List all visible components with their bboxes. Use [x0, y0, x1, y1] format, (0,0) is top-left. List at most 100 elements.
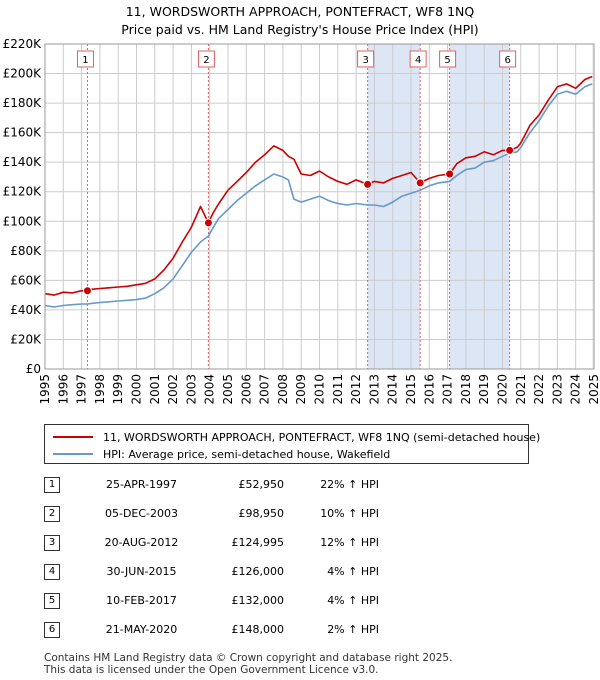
sale-date: 21-MAY-2020 [105, 623, 178, 636]
price-chart: 1 2 3 4 5 6 £0 £20K £40K £60K £80K £100K £120K £140K £… [3, 37, 600, 405]
footer-licence: This data is licensed under the Open Gov… [44, 664, 379, 676]
sale-hpi-diff: 12% ↑ HPI [320, 536, 379, 549]
x-tick-label: 2012 [349, 374, 363, 405]
legend-entry-hpi: HPI: Average price, semi-detached house,… [53, 445, 390, 463]
legend-swatch-hpi [53, 453, 93, 455]
x-tick-label: 1997 [75, 374, 89, 405]
sale-label-box [76, 50, 94, 68]
sale-number-cell: 1 [44, 470, 84, 499]
x-tick-label: 2025 [587, 374, 600, 405]
x-tick-label: 2006 [239, 374, 253, 405]
sale-price: £132,000 [231, 594, 285, 607]
title-line-1: 11, WORDSWORTH APPROACH, PONTEFRACT, WF8… [125, 4, 475, 19]
y-tick-label: £220K [3, 37, 43, 51]
sale-point [203, 218, 213, 228]
sale-label-box [197, 50, 215, 68]
y-tick-label: £0 [26, 362, 41, 376]
sale-point [363, 179, 373, 189]
x-tick-label: 1996 [56, 374, 70, 405]
x-tick-label: 2004 [203, 374, 217, 405]
legend-swatch-property [53, 436, 93, 438]
sale-date: 20-AUG-2012 [104, 536, 179, 549]
y-tick-label: £20K [10, 332, 42, 346]
y-tick-label: £80K [10, 244, 42, 258]
y-tick-label: £180K [3, 96, 43, 110]
sale-row: 2 05-DEC-2003 £98,950 10% ↑ HPI [44, 499, 379, 528]
shaded-span [449, 44, 510, 369]
y-tick-label: £120K [3, 185, 43, 199]
x-tick-label: 2023 [550, 374, 564, 405]
x-tick-label: 2016 [422, 374, 436, 405]
sale-number-cell: 6 [44, 615, 84, 644]
sale-price: £148,000 [231, 623, 285, 636]
sale-number-cell: 3 [44, 528, 84, 557]
sales-table: 1 25-APR-1997 £52,950 22% ↑ HPI 2 05-DEC-2003… [44, 470, 379, 644]
sale-label-number: 2 [203, 55, 209, 66]
x-tick-label: 2008 [276, 374, 290, 405]
sale-number-badge: 1 [44, 476, 60, 493]
sale-label-number: 6 [504, 55, 510, 66]
sale-number-cell: 2 [44, 499, 84, 528]
y-tick-label: £40K [10, 303, 42, 317]
sale-row: 3 20-AUG-2012 £124,995 12% ↑ HPI [44, 528, 379, 557]
x-tick-label: 2013 [367, 374, 381, 405]
x-tick-label: 2018 [459, 374, 473, 405]
sale-price: £126,000 [231, 565, 285, 578]
sale-date: 10-FEB-2017 [106, 594, 177, 607]
x-tick-label: 2017 [441, 374, 455, 405]
sale-label-box [499, 50, 517, 68]
sale-price: £124,995 [231, 536, 285, 549]
x-tick-label: 1998 [93, 374, 107, 405]
x-tick-label: 1995 [38, 374, 52, 405]
sale-hpi-diff: 2% ↑ HPI [327, 623, 379, 636]
legend-label-hpi: HPI: Average price, semi-detached house,… [103, 447, 391, 461]
sale-number-badge: 3 [44, 534, 60, 551]
sale-label-number: 5 [444, 55, 450, 66]
sale-hpi-diff: 4% ↑ HPI [327, 565, 379, 578]
x-tick-label: 2002 [166, 374, 180, 405]
x-tick-label: 2003 [184, 374, 198, 405]
sale-date: 25-APR-1997 [105, 478, 178, 491]
hpi-line [44, 83, 593, 308]
chart-title: 11, WORDSWORTH APPROACH, PONTEFRACT, WF8… [0, 3, 600, 39]
x-tick-label: 2014 [386, 374, 400, 405]
sale-label-number: 1 [82, 55, 88, 66]
sale-hpi-diff: 10% ↑ HPI [320, 507, 379, 520]
plot-border [44, 43, 595, 370]
footer-copyright: Contains HM Land Registry data © Crown c… [44, 652, 453, 664]
x-tick-label: 2010 [313, 374, 327, 405]
title-line-2: Price paid vs. HM Land Registry's House … [121, 22, 479, 37]
x-tick-label: 1999 [111, 374, 125, 405]
sale-number-cell: 5 [44, 586, 84, 615]
y-tick-label: £200K [3, 67, 43, 81]
x-tick-label: 2005 [221, 374, 235, 405]
x-tick-label: 2020 [496, 374, 510, 405]
x-tick-label: 2007 [258, 374, 272, 405]
y-tick-label: £100K [3, 214, 43, 228]
sale-label-number: 3 [362, 55, 368, 66]
y-tick-label: £60K [10, 273, 42, 287]
sale-row: 5 10-FEB-2017 £132,000 4% ↑ HPI [44, 586, 379, 615]
sale-number-badge: 4 [44, 563, 60, 580]
sale-number-badge: 2 [44, 505, 60, 522]
sale-row: 6 21-MAY-2020 £148,000 2% ↑ HPI [44, 615, 379, 644]
sale-number-badge: 5 [44, 592, 60, 609]
sale-row: 4 30-JUN-2015 £126,000 4% ↑ HPI [44, 557, 379, 586]
sale-hpi-diff: 22% ↑ HPI [320, 478, 379, 491]
sale-label-box [357, 50, 375, 68]
x-tick-label: 2009 [294, 374, 308, 405]
sale-point [505, 145, 515, 155]
y-tick-label: £160K [3, 126, 43, 140]
x-tick-label: 2021 [514, 374, 528, 405]
sale-hpi-diff: 4% ↑ HPI [327, 594, 379, 607]
y-tick-label: £140K [3, 155, 43, 169]
sale-label-box [409, 50, 427, 68]
x-tick-label: 2022 [532, 374, 546, 405]
x-tick-label: 2024 [569, 374, 583, 405]
sale-point [82, 286, 92, 296]
footer: Contains HM Land Registry data © Crown c… [44, 652, 452, 676]
sale-number-badge: 6 [44, 621, 60, 638]
legend-entry-property: 11, WORDSWORTH APPROACH, PONTEFRACT, WF8… [53, 428, 540, 446]
sale-point [445, 169, 455, 179]
sale-price: £52,950 [238, 478, 285, 491]
